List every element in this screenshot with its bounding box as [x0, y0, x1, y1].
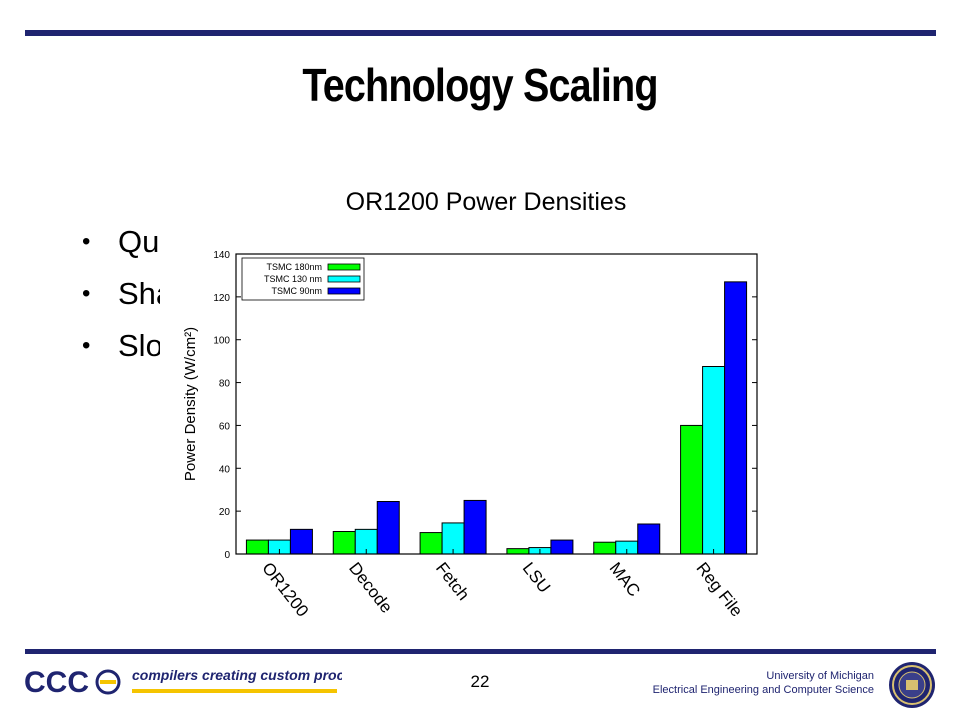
bar — [702, 366, 726, 555]
bar — [376, 501, 400, 555]
y-tick-label: 20 — [219, 507, 231, 518]
bar — [724, 281, 748, 555]
x-tick-label: Fetch — [432, 559, 473, 604]
bullet-list: • Quickly shrinking feature sizes • Sha • S… — [82, 216, 537, 372]
bullet-text: Quickly shrinking feature sizes — [118, 224, 537, 259]
ccc-logo: CCC compilers creating custom processors — [22, 662, 390, 707]
logo-mark-icon — [95, 669, 121, 695]
bar — [354, 528, 378, 555]
bar — [332, 531, 356, 555]
bullet-text: Sha — [118, 276, 174, 311]
bar — [463, 499, 487, 555]
bullet-text: Slov — [118, 328, 179, 363]
bar — [615, 540, 639, 555]
bullet-dot: • — [82, 280, 91, 307]
x-tick-label: LSU — [519, 559, 554, 597]
bullet-item: • Quickly shrinking feature sizes — [82, 216, 537, 268]
university-seal-icon — [889, 662, 935, 708]
bar — [245, 539, 269, 555]
bar — [680, 424, 704, 555]
bullet-dot: • — [82, 332, 91, 359]
x-tick-label: Decode — [345, 559, 396, 617]
bar — [267, 539, 291, 555]
slide-title: Technology Scaling — [302, 59, 658, 111]
bar — [528, 547, 552, 555]
bar — [550, 539, 574, 555]
x-tick-label: Reg File — [692, 559, 746, 621]
y-tick-label: 40 — [219, 464, 231, 475]
y-tick-label: 80 — [219, 379, 231, 390]
logo-mark-bar-icon — [100, 680, 116, 684]
y-tick-label: 60 — [219, 421, 231, 432]
x-tick-label: OR1200 — [258, 559, 312, 621]
bar — [289, 528, 313, 555]
university-name: University of Michigan — [766, 670, 874, 682]
bar — [593, 541, 617, 555]
bar — [506, 548, 530, 555]
chart-title: OR1200 Power Densities — [346, 188, 627, 216]
x-tick-label: MAC — [606, 559, 644, 600]
bullet-item: • Slov — [82, 320, 537, 372]
top-rule — [25, 30, 936, 36]
logo-letters: CCC — [24, 666, 89, 699]
bar — [441, 522, 465, 555]
department-name: Electrical Engineering and Computer Scie… — [652, 684, 874, 696]
logo-tagline: compilers creating custom processors — [132, 667, 342, 683]
bullet-item: • Sha — [82, 268, 537, 320]
university-credit: University of Michigan Electrical Engine… — [653, 669, 874, 697]
bar — [637, 523, 661, 555]
page-number: 22 — [470, 672, 490, 691]
bullet-dot: • — [82, 228, 91, 255]
tagline-underline — [132, 689, 337, 693]
y-tick-label: 0 — [224, 550, 230, 561]
bottom-rule — [25, 649, 936, 654]
bar — [419, 532, 443, 555]
